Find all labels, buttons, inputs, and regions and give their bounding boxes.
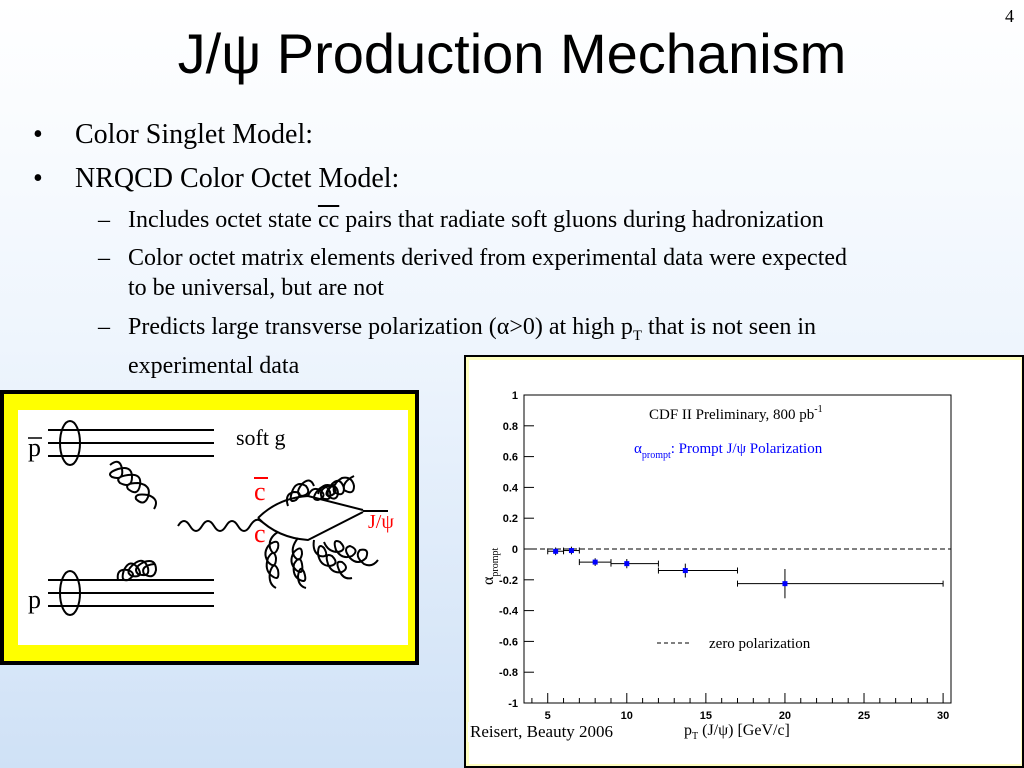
gluon-line [177, 518, 263, 532]
chart-title: CDF II Preliminary, 800 pb-1 [649, 404, 823, 423]
data-marker [624, 561, 630, 567]
proton-blob [59, 570, 81, 616]
gluon-line [307, 483, 340, 502]
proton-bottom-label: p [28, 585, 41, 614]
gluon-line [109, 460, 157, 510]
sub-bullet-dash: – [98, 207, 110, 233]
gluon-line [116, 559, 158, 582]
sub-bullet-item: – Color octet matrix elements derived fr… [98, 243, 848, 303]
y-axis-label: αprompt [480, 548, 501, 585]
sub-bullet-text: Includes octet state [128, 207, 318, 233]
x-tick-label: 5 [545, 710, 551, 722]
y-tick-label: -0.4 [499, 606, 519, 618]
x-axis-label: pT (J/ψ) [GeV/c] [684, 722, 790, 742]
series-legend: αprompt: Prompt J/ψ Polarization [634, 441, 823, 461]
data-point [657, 563, 738, 578]
quark-line-cbar [257, 494, 364, 519]
x-tick-label: 15 [700, 710, 712, 722]
sub-bullet-text: pairs that radiate soft gluons during ha… [339, 207, 824, 233]
quark-line-c [257, 511, 364, 542]
zero-legend-label: zero polarization [709, 636, 811, 652]
slide-number: 4 [1005, 6, 1014, 26]
feynman-diagram-frame: soft g p p c c J/ψ [0, 390, 419, 665]
data-marker [592, 559, 598, 565]
chart-canvas: -1 -0.8 -0.6 -0.4 -0.2 0 0.2 0.4 0.6 0.8 1 5 10 15 20 2… [469, 360, 1021, 764]
subscript-t: T [632, 327, 643, 344]
y-tick-label: 0.4 [503, 482, 519, 494]
bullet-text: NRQCD Color Octet Model: [75, 163, 400, 194]
alpha-symbol: α [496, 314, 510, 340]
gluon-line [317, 475, 356, 498]
proton-blob [59, 420, 81, 466]
sub-bullet-dash: – [98, 245, 110, 271]
data-marker [553, 548, 559, 554]
chart-points [547, 546, 944, 599]
gluon-line [264, 531, 280, 589]
y-tick-label: 0 [512, 544, 518, 556]
bullet-item: • NRQCD Color Octet Model: [33, 162, 400, 196]
y-tick-label: 0.6 [503, 452, 518, 464]
sub-bullet-text: >0) at high p [509, 314, 633, 340]
bullet-dot: • [33, 119, 43, 150]
sub-bullet-text: Color octet matrix elements derived from… [128, 245, 848, 271]
x-tick-label: 20 [779, 710, 791, 722]
data-point [610, 559, 659, 569]
gluon-line [285, 479, 315, 507]
data-point [563, 546, 580, 555]
cc-pair: cc [317, 207, 340, 233]
x-tick-label: 10 [621, 710, 633, 722]
y-tick-label: -0.2 [499, 575, 518, 587]
y-tick-label: -0.6 [499, 636, 518, 648]
sub-bullet-item: – Predicts large transverse polarization… [98, 312, 817, 381]
credit-label: Reisert, Beauty 2006 [468, 722, 616, 742]
data-marker [568, 548, 574, 554]
slide-title: J/ψ Production Mechanism [177, 22, 847, 85]
polarization-chart-frame: -1 -0.8 -0.6 -0.4 -0.2 0 0.2 0.4 0.6 0.8 1 5 10 15 20 2… [464, 355, 1024, 768]
x-tick-label: 25 [858, 710, 870, 722]
charm-quark-label: c [254, 519, 266, 548]
data-marker [682, 568, 688, 574]
sub-bullet-text: to be universal, but are not [128, 275, 384, 301]
sub-bullet-text: that is not seen in [642, 314, 817, 340]
sub-bullet-text: Predicts large transverse polarization ( [128, 314, 497, 340]
y-tick-label: -1 [508, 698, 518, 710]
bullet-item: • Color Singlet Model: [33, 118, 313, 152]
gluon-line [312, 539, 353, 580]
jpsi-label: J/ψ [368, 511, 394, 533]
bullet-dot: • [33, 163, 43, 194]
sub-bullet-text: experimental data [128, 352, 300, 379]
data-marker [782, 581, 788, 587]
feynman-diagram: soft g p p c c J/ψ [28, 420, 394, 616]
diagram-yellow-border: soft g p p c c J/ψ [4, 394, 415, 661]
gluon-line [290, 537, 307, 589]
diagram-canvas: soft g p p c c J/ψ [18, 410, 408, 645]
sub-bullet-dash: – [98, 314, 110, 340]
polarization-chart: -1-0.8-0.6-0.4-0.200.20.40.60.815 10 15 20 2… [480, 390, 952, 742]
y-tick-label: 1 [512, 390, 518, 402]
gluon-line [323, 540, 379, 567]
data-point [547, 547, 565, 556]
charm-antiquark-label: c [254, 477, 266, 506]
x-tick-label: 30 [937, 710, 949, 722]
y-tick-label: -0.8 [499, 667, 518, 679]
sub-bullet-item: – Includes octet state cc pairs that rad… [98, 205, 824, 235]
y-tick-label: 0.8 [503, 421, 518, 433]
chart-axes: -1-0.8-0.6-0.4-0.200.20.40.60.815 10 15 20 2… [499, 390, 952, 722]
proton-top-label: p [28, 433, 41, 462]
data-point [578, 558, 612, 566]
data-point [737, 569, 944, 599]
soft-gluon-label: soft g [236, 425, 286, 450]
y-tick-label: 0.2 [503, 513, 518, 525]
bullet-text: Color Singlet Model: [75, 119, 313, 150]
